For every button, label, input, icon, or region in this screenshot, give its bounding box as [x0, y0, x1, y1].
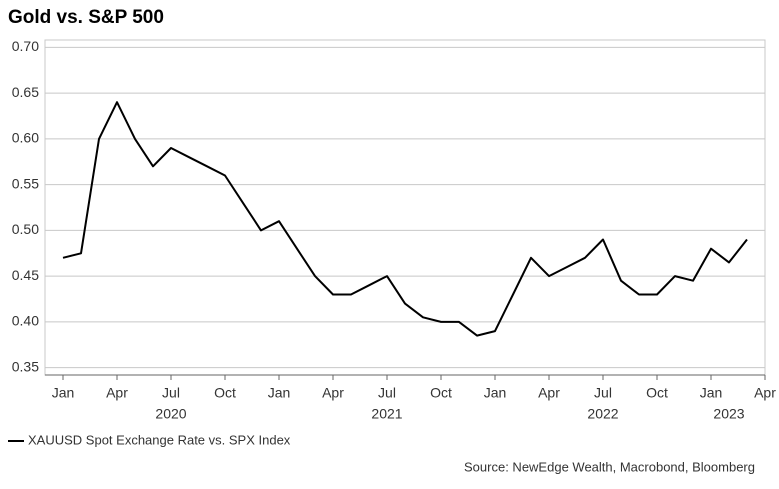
- x-tick-label: Oct: [214, 385, 236, 401]
- plot-frame: [44, 39, 766, 376]
- x-tick-label: Jul: [162, 385, 180, 401]
- y-tick-label: 0.45: [12, 267, 39, 283]
- x-tick-label: Apr: [538, 385, 560, 401]
- source: Source: NewEdge Wealth, Macrobond, Bloom…: [464, 459, 755, 474]
- year-label: 2023: [713, 406, 744, 422]
- x-tick-label: Apr: [106, 385, 128, 401]
- x-tick-label: Jan: [52, 385, 75, 401]
- x-tick-label: Jul: [594, 385, 612, 401]
- x-tick-label: Jan: [700, 385, 723, 401]
- year-label: 2021: [371, 406, 402, 422]
- y-tick-label: 0.55: [12, 175, 39, 191]
- x-tick-label: Oct: [646, 385, 668, 401]
- y-tick-label: 0.65: [12, 84, 39, 100]
- y-tick-label: 0.40: [12, 313, 39, 329]
- x-tick-label: Apr: [754, 385, 776, 401]
- x-tick-label: Apr: [322, 385, 344, 401]
- x-tick-label: Oct: [430, 385, 452, 401]
- chart-title: Gold vs. S&P 500: [8, 7, 164, 28]
- legend-label: XAUUSD Spot Exchange Rate vs. SPX Index: [28, 432, 291, 447]
- series-line: [62, 101, 748, 337]
- x-tick-label: Jan: [268, 385, 291, 401]
- year-label: 2020: [155, 406, 186, 422]
- y-tick-label: 0.50: [12, 221, 39, 237]
- x-tick-label: Jan: [484, 385, 507, 401]
- year-label: 2022: [587, 406, 618, 422]
- y-tick-label: 0.70: [12, 38, 39, 54]
- y-tick-label: 0.60: [12, 130, 39, 146]
- x-tick-label: Jul: [378, 385, 396, 401]
- y-tick-label: 0.35: [12, 358, 39, 374]
